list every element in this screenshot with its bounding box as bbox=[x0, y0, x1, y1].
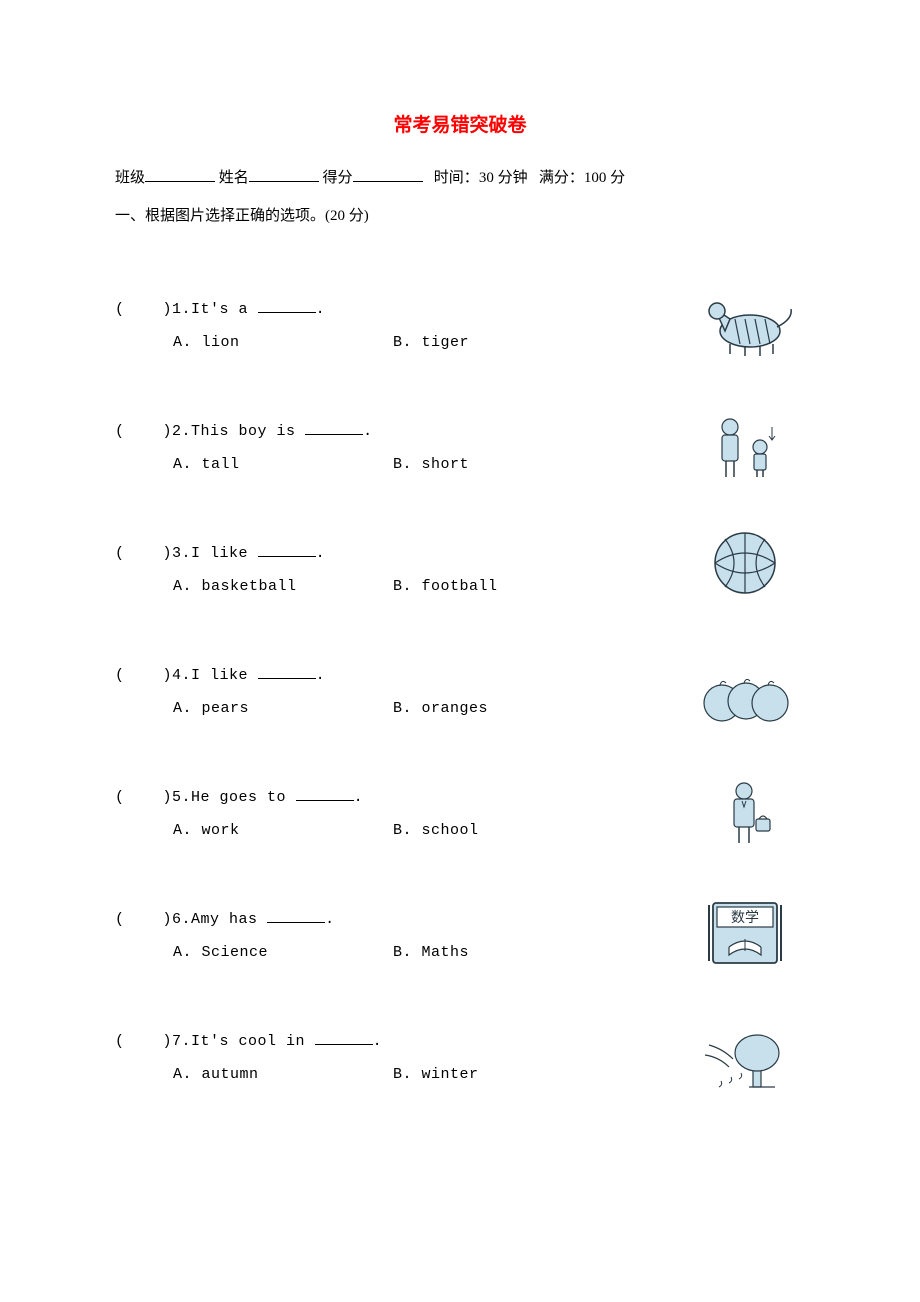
option-a[interactable]: A. basketball bbox=[173, 570, 393, 603]
exam-header-line: 班级 姓名 得分 时间：30 分钟 满分：100 分 bbox=[115, 165, 805, 192]
option-a[interactable]: A. autumn bbox=[173, 1058, 393, 1091]
answer-paren[interactable]: ( ) bbox=[115, 667, 172, 684]
question-image bbox=[685, 893, 805, 969]
exam-title: 常考易错突破卷 bbox=[115, 110, 805, 137]
answer-paren[interactable]: ( ) bbox=[115, 789, 172, 806]
answer-paren[interactable]: ( ) bbox=[115, 301, 172, 318]
question-stem: I like bbox=[191, 545, 248, 562]
option-a[interactable]: A. pears bbox=[173, 692, 393, 725]
tall-short-icon bbox=[708, 415, 783, 481]
question-3: ( )3.I like .A. basketballB. football bbox=[115, 481, 805, 603]
question-number: 6. bbox=[172, 911, 191, 928]
option-b[interactable]: B. football bbox=[393, 570, 498, 603]
question-stem: He goes to bbox=[191, 789, 286, 806]
fill-blank[interactable] bbox=[258, 300, 316, 314]
question-stem: This boy is bbox=[191, 423, 296, 440]
question-image bbox=[685, 411, 805, 481]
section-1-title: 一、根据图片选择正确的选项。(20 分) bbox=[115, 204, 805, 225]
question-image bbox=[685, 519, 805, 603]
basketball-icon bbox=[705, 523, 785, 603]
question-image bbox=[685, 1021, 805, 1091]
question-number: 1. bbox=[172, 301, 191, 318]
full-label: 满分： bbox=[539, 170, 584, 186]
question-6: ( )6.Amy has .A. ScienceB. Maths bbox=[115, 847, 805, 969]
question-7: ( )7.It's cool in .A. autumnB. winter bbox=[115, 969, 805, 1091]
name-blank[interactable] bbox=[249, 167, 319, 182]
fill-blank[interactable] bbox=[267, 910, 325, 924]
option-a[interactable]: A. lion bbox=[173, 326, 393, 359]
option-b[interactable]: B. winter bbox=[393, 1058, 479, 1091]
fill-blank[interactable] bbox=[258, 544, 316, 558]
name-label: 姓名 bbox=[219, 170, 249, 186]
autumn-icon bbox=[703, 1025, 787, 1091]
fill-blank[interactable] bbox=[258, 666, 316, 680]
score-blank[interactable] bbox=[353, 167, 423, 182]
option-b[interactable]: B. oranges bbox=[393, 692, 488, 725]
option-a[interactable]: A. work bbox=[173, 814, 393, 847]
question-2: ( )2.This boy is .A. tallB. short bbox=[115, 359, 805, 481]
question-image bbox=[685, 667, 805, 725]
maths-book-icon bbox=[705, 897, 785, 969]
question-number: 4. bbox=[172, 667, 191, 684]
answer-paren[interactable]: ( ) bbox=[115, 1033, 172, 1050]
tiger-icon bbox=[695, 289, 795, 359]
question-5: ( )5.He goes to .A. workB. school bbox=[115, 725, 805, 847]
time-label: 时间： bbox=[434, 170, 479, 186]
option-b[interactable]: B. tiger bbox=[393, 326, 469, 359]
option-b[interactable]: B. school bbox=[393, 814, 479, 847]
question-stem: I like bbox=[191, 667, 248, 684]
oranges-icon bbox=[698, 671, 792, 725]
question-1: ( )1.It's a .A. lionB. tiger bbox=[115, 237, 805, 359]
question-number: 7. bbox=[172, 1033, 191, 1050]
question-stem: It's a bbox=[191, 301, 248, 318]
work-icon bbox=[714, 779, 776, 847]
question-stem: Amy has bbox=[191, 911, 258, 928]
option-b[interactable]: B. short bbox=[393, 448, 469, 481]
full-value: 100 分 bbox=[584, 170, 625, 186]
question-stem: It's cool in bbox=[191, 1033, 305, 1050]
fill-blank[interactable] bbox=[305, 422, 363, 436]
class-blank[interactable] bbox=[145, 167, 215, 182]
fill-blank[interactable] bbox=[315, 1032, 373, 1046]
class-label: 班级 bbox=[115, 170, 145, 186]
answer-paren[interactable]: ( ) bbox=[115, 911, 172, 928]
option-a[interactable]: A. Science bbox=[173, 936, 393, 969]
option-b[interactable]: B. Maths bbox=[393, 936, 469, 969]
score-label: 得分 bbox=[323, 170, 353, 186]
option-a[interactable]: A. tall bbox=[173, 448, 393, 481]
fill-blank[interactable] bbox=[296, 788, 354, 802]
time-value: 30 分钟 bbox=[479, 170, 528, 186]
question-image bbox=[685, 775, 805, 847]
question-number: 3. bbox=[172, 545, 191, 562]
question-number: 5. bbox=[172, 789, 191, 806]
answer-paren[interactable]: ( ) bbox=[115, 545, 172, 562]
answer-paren[interactable]: ( ) bbox=[115, 423, 172, 440]
question-number: 2. bbox=[172, 423, 191, 440]
question-4: ( )4.I like .A. pearsB. oranges bbox=[115, 603, 805, 725]
question-image bbox=[685, 285, 805, 359]
